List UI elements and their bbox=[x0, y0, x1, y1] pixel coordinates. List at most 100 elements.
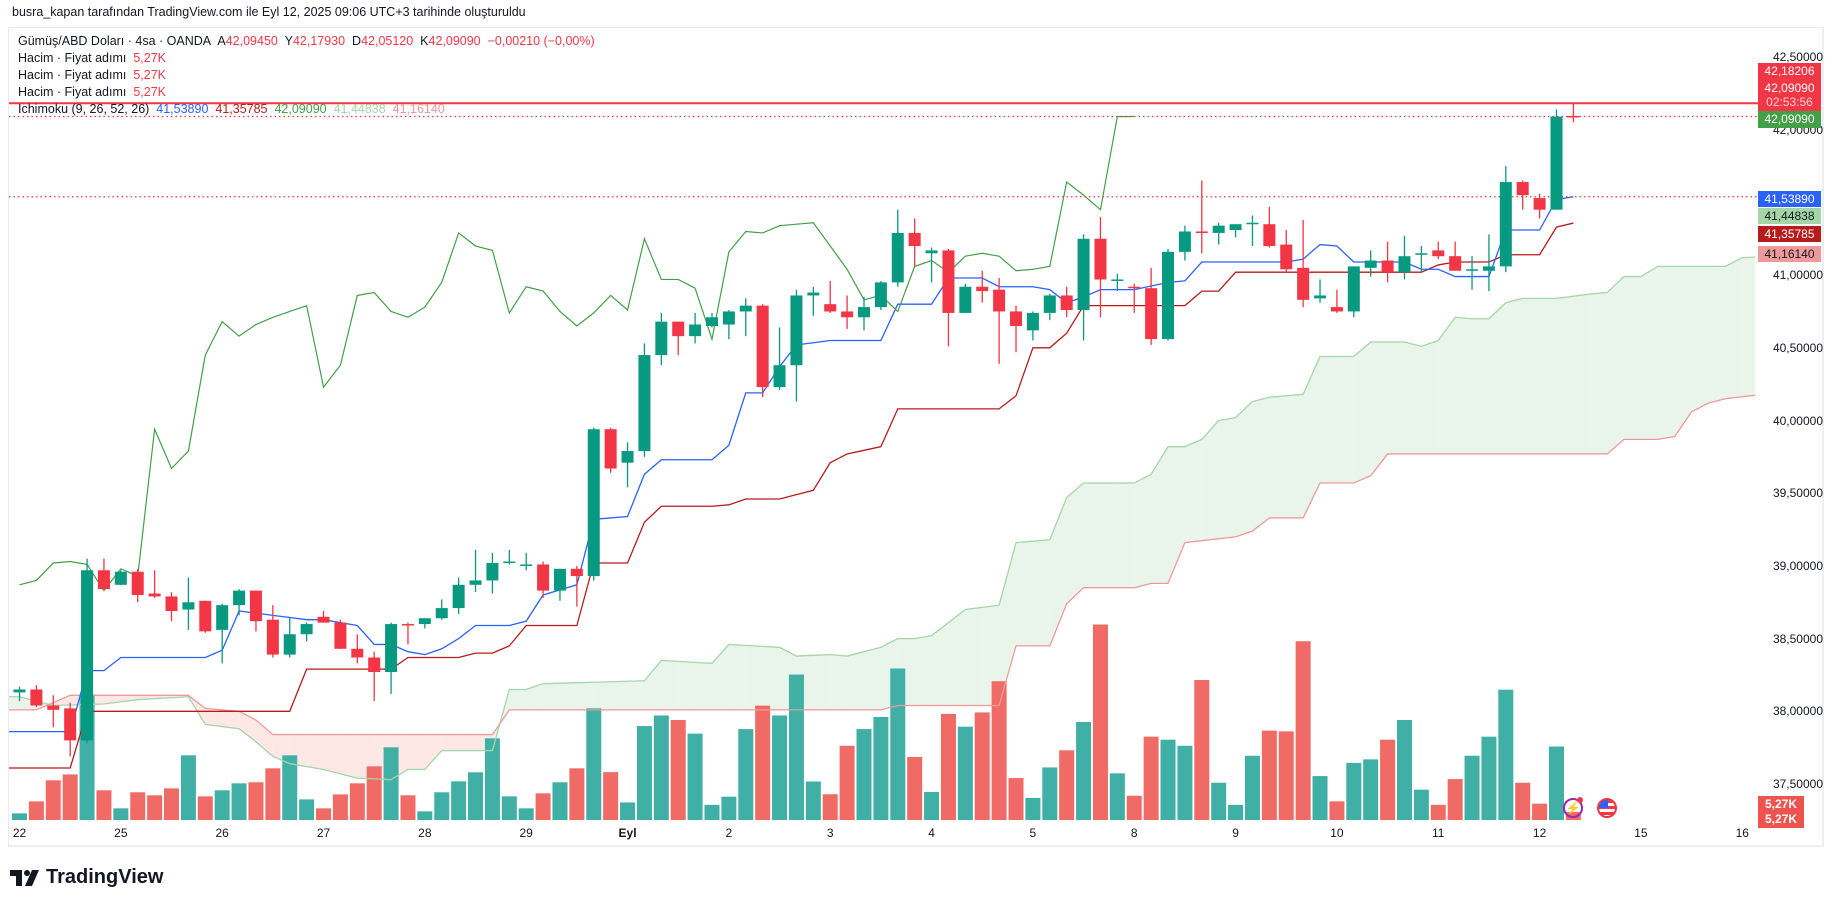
volume-bar bbox=[957, 726, 973, 820]
volume-bar bbox=[535, 793, 551, 820]
volume-bar bbox=[1329, 801, 1345, 820]
cloud-segment bbox=[762, 646, 780, 710]
time-tick-label: 29 bbox=[519, 826, 533, 840]
volume-bar bbox=[28, 801, 44, 820]
candle-body bbox=[553, 568, 566, 591]
cloud-segment bbox=[1083, 483, 1101, 588]
cloud-segment bbox=[1201, 420, 1219, 541]
cloud-segment bbox=[1573, 294, 1591, 454]
tradingview-brand-text: TradingView bbox=[46, 866, 164, 888]
ichimoku-cloud bbox=[9, 257, 1755, 780]
cloud-segment bbox=[1674, 266, 1692, 437]
volume-legend-row[interactable]: Hacim · Fiyat adımı 5,27K bbox=[18, 50, 595, 67]
candle-body bbox=[97, 570, 110, 590]
volume-bar bbox=[12, 813, 27, 820]
volume-legend-row[interactable]: Hacim · Fiyat adımı 5,27K bbox=[18, 84, 595, 101]
volume-bar bbox=[569, 768, 585, 820]
volume-bar bbox=[484, 738, 500, 820]
tradingview-logo[interactable]: TradingView bbox=[10, 866, 163, 889]
ichimoku-conversion-value: 41,53890 bbox=[156, 102, 209, 116]
volume-bar bbox=[755, 705, 771, 820]
volume-bar bbox=[349, 783, 365, 820]
ichimoku-legend-row[interactable]: Ichimoku (9, 26, 52, 26) 41,53890 41,357… bbox=[18, 101, 595, 118]
cloud-segment bbox=[1016, 541, 1033, 646]
symbol-title[interactable]: Gümüş/ABD Doları · 4sa · OANDA bbox=[18, 34, 212, 48]
volume-bar bbox=[839, 745, 855, 820]
candle-body bbox=[942, 250, 955, 313]
time-tick-label: Eyl bbox=[618, 826, 637, 840]
volume-axis-value: 5,27K bbox=[1764, 797, 1798, 811]
cloud-segment bbox=[593, 681, 611, 710]
time-tick-label: 27 bbox=[316, 826, 331, 840]
candle-body bbox=[1567, 115, 1580, 118]
cloud-segment bbox=[914, 635, 932, 706]
volume-bar bbox=[1211, 782, 1227, 820]
price-tick-label: 39,50000 bbox=[1772, 486, 1823, 501]
volume-legend-row[interactable]: Hacim · Fiyat adımı 5,27K bbox=[18, 67, 595, 84]
candle-body bbox=[1347, 266, 1360, 312]
volume-bar bbox=[282, 755, 298, 820]
cloud-segment bbox=[458, 734, 476, 751]
cloud-segment bbox=[1556, 296, 1574, 454]
volume-bar bbox=[738, 729, 754, 820]
candle-body bbox=[1516, 182, 1529, 196]
volume-axis-label: 5,27K 5,27K bbox=[1758, 796, 1804, 828]
high-value: 42,17930 bbox=[292, 34, 346, 48]
volume-bar bbox=[1498, 689, 1514, 820]
candle-body bbox=[858, 307, 870, 318]
candle-body bbox=[216, 605, 229, 630]
price-label-high-line: 42,18206 bbox=[1758, 63, 1821, 80]
lightning-event-icon[interactable]: ⚡ bbox=[1563, 798, 1583, 818]
volume-bar bbox=[1194, 680, 1210, 820]
cloud-segment bbox=[1066, 483, 1084, 604]
cloud-segment bbox=[711, 644, 729, 710]
volume-bar bbox=[451, 781, 467, 820]
candle-body bbox=[655, 321, 668, 356]
volume-bar bbox=[147, 795, 163, 820]
symbol-legend-row[interactable]: Gümüş/ABD Doları · 4sa · OANDA A42,09450… bbox=[18, 33, 595, 50]
candle-body bbox=[891, 232, 904, 283]
candle-body bbox=[1043, 295, 1056, 313]
candle-body bbox=[537, 564, 550, 591]
ohlc-low: D42,05120 bbox=[352, 34, 413, 48]
time-tick-label: 9 bbox=[1232, 826, 1239, 840]
candle-body bbox=[435, 608, 448, 619]
cloud-segment bbox=[1303, 356, 1321, 518]
candle-body bbox=[64, 708, 77, 741]
volume-bar bbox=[214, 790, 230, 820]
volume-bar bbox=[873, 716, 889, 820]
volume-bar bbox=[788, 674, 804, 820]
time-tick-label: 25 bbox=[114, 826, 128, 840]
time-tick-label: 5 bbox=[1029, 826, 1037, 840]
cloud-segment bbox=[424, 734, 442, 770]
ichimoku-lagging-value: 42,09090 bbox=[274, 102, 327, 116]
last-price-text: 42,09090 bbox=[1764, 81, 1815, 95]
candle-body bbox=[993, 289, 1006, 312]
cloud-segment bbox=[982, 605, 1000, 706]
volume-bar bbox=[1413, 789, 1429, 820]
ichimoku-lead-a-value: 41,44838 bbox=[333, 102, 386, 116]
volume-bar bbox=[687, 733, 703, 820]
cloud-segment bbox=[1657, 266, 1675, 440]
open-key: A bbox=[217, 34, 226, 48]
cloud-segment bbox=[222, 709, 240, 729]
cloud-segment bbox=[1218, 417, 1236, 539]
volume-bar bbox=[1346, 762, 1362, 820]
high-key: Y bbox=[284, 34, 293, 48]
volume-bar bbox=[1447, 779, 1463, 820]
time-tick-label: 26 bbox=[215, 826, 229, 840]
price-label-lead-a: 41,44838 bbox=[1758, 208, 1821, 224]
cloud-segment bbox=[323, 734, 341, 774]
us-flag-icon[interactable] bbox=[1597, 798, 1617, 818]
cloud-segment bbox=[1624, 276, 1641, 440]
volume-bar bbox=[45, 780, 61, 820]
candle-body bbox=[570, 568, 583, 577]
price-tick-label: 37,50000 bbox=[1772, 777, 1823, 791]
chart-caption: busra_kapan tarafından TradingView.com i… bbox=[12, 5, 526, 19]
change-value: −0,00210 (−0,00%) bbox=[487, 34, 595, 48]
candle-body bbox=[604, 429, 617, 469]
time-tick-label: 11 bbox=[1432, 826, 1445, 840]
low-value: 42,05120 bbox=[361, 34, 414, 48]
volume-bar bbox=[248, 782, 264, 820]
